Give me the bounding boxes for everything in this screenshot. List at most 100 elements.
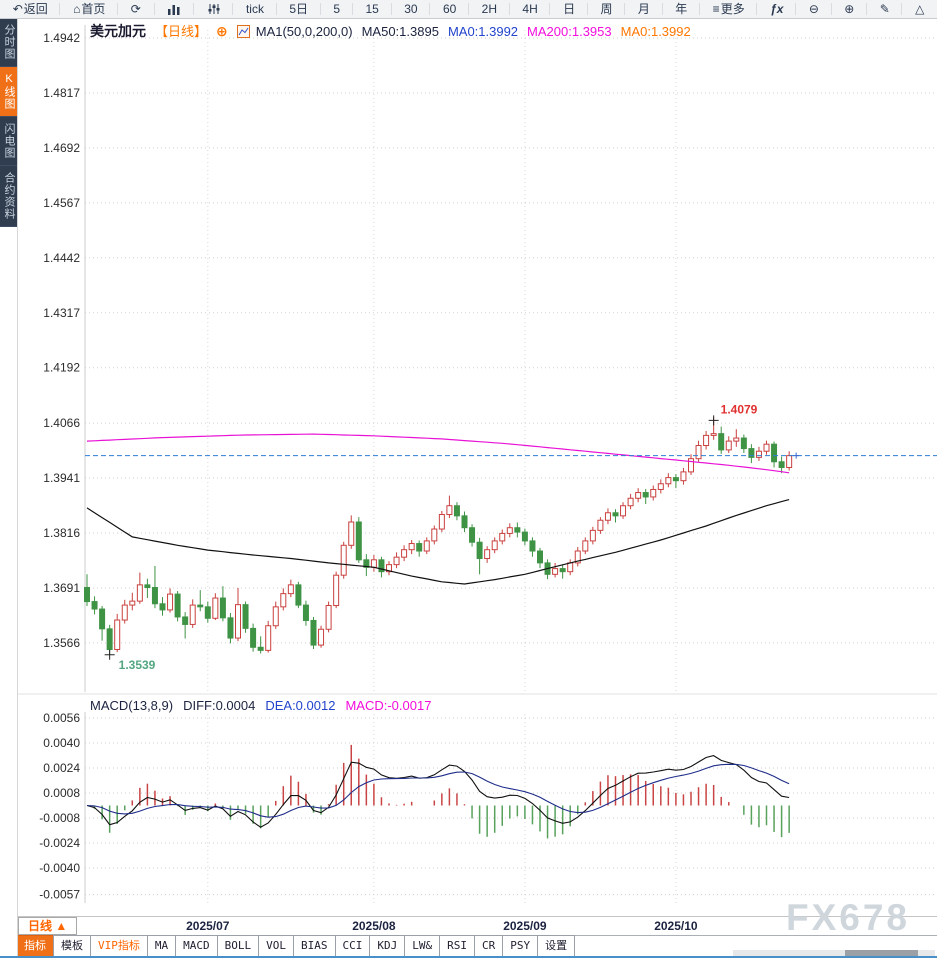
home-icon: ⌂ — [73, 2, 81, 16]
tab-ma[interactable]: MA — [146, 935, 177, 957]
triangle-icon: △ — [915, 2, 925, 16]
tab-vip-indicator[interactable]: VIP指标 — [90, 935, 148, 957]
macd-title: MACD(13,8,9) — [90, 698, 174, 713]
sidebar-item-lightning-chart[interactable]: 闪电图 — [0, 117, 17, 166]
ma0-blue-value: MA0:1.3992 — [447, 24, 519, 39]
draw-button[interactable]: ✎ — [867, 0, 903, 18]
period-button-30m[interactable]: 30 — [392, 0, 431, 18]
svg-text:1.3691: 1.3691 — [43, 581, 80, 595]
period-tag: 【日线】 — [155, 24, 208, 39]
period-button-week[interactable]: 周 — [588, 0, 626, 18]
tabbar-scrollbar-track[interactable] — [733, 950, 935, 956]
sidebar-menu: 分时图 K线图 闪电图 合约资料 — [0, 18, 17, 227]
sidebar: 分时图 K线图 闪电图 合约资料 — [0, 18, 18, 958]
svg-text:0.0040: 0.0040 — [43, 736, 80, 750]
tab-boll[interactable]: BOLL — [216, 935, 260, 957]
sidebar-item-kline-chart[interactable]: K线图 — [0, 67, 17, 117]
ma0-orange-value: MA0:1.3992 — [620, 24, 691, 39]
svg-text:0.0008: 0.0008 — [43, 786, 80, 800]
macd-diff-value: DIFF:0.0004 — [183, 698, 256, 713]
pencil-icon: ✎ — [879, 2, 890, 16]
tabbar-scrollbar-thumb[interactable] — [845, 950, 918, 956]
tab-template[interactable]: 模板 — [53, 935, 91, 957]
svg-text:1.4317: 1.4317 — [43, 306, 80, 320]
zoom-in-button[interactable]: ⊕ — [832, 0, 868, 18]
bottom-divider — [0, 956, 937, 958]
ma-settings-label: MA1(50,0,200,0) — [255, 24, 353, 39]
period-button-5d[interactable]: 5日 — [277, 0, 321, 18]
zoom-in-icon: ⊕ — [844, 2, 855, 16]
svg-text:-0.0024: -0.0024 — [39, 836, 80, 850]
tab-lw[interactable]: LW& — [404, 935, 441, 957]
mini-chart-icon[interactable] — [236, 25, 250, 38]
x-axis-row — [0, 916, 937, 936]
formula-button[interactable]: ƒx — [757, 0, 796, 18]
shape-button[interactable]: △ — [902, 0, 937, 18]
home-button[interactable]: ⌂首页 — [60, 0, 118, 18]
svg-text:2025/10: 2025/10 — [654, 919, 698, 933]
period-button-month[interactable]: 月 — [625, 0, 663, 18]
svg-text:1.4817: 1.4817 — [43, 86, 80, 100]
symbol-name: 美元加元 — [90, 23, 146, 39]
svg-text:1.4192: 1.4192 — [43, 361, 80, 375]
bar-chart-icon — [168, 5, 180, 15]
tab-psy[interactable]: PSY — [502, 935, 539, 957]
period-button-2h[interactable]: 2H — [469, 0, 510, 18]
back-button[interactable]: ↶返回 — [0, 0, 61, 18]
period-button-15m[interactable]: 15 — [353, 0, 392, 18]
sidebar-item-time-chart[interactable]: 分时图 — [0, 18, 17, 67]
sliders-icon — [208, 4, 220, 14]
svg-text:-0.0040: -0.0040 — [39, 861, 80, 875]
add-indicator-icon[interactable]: ⊕ — [216, 23, 228, 39]
tab-rsi[interactable]: RSI — [439, 935, 475, 957]
svg-text:-0.0008: -0.0008 — [39, 811, 80, 825]
svg-text:0.0024: 0.0024 — [43, 761, 80, 775]
menu-icon: ≡ — [712, 2, 720, 16]
svg-text:1.3816: 1.3816 — [43, 526, 80, 540]
svg-text:1.4942: 1.4942 — [43, 31, 80, 45]
svg-text:1.4442: 1.4442 — [43, 251, 80, 265]
zoom-out-button[interactable]: ⊖ — [796, 0, 833, 18]
ma200-value: MA200:1.3953 — [527, 24, 612, 39]
period-button-5m[interactable]: 5 — [321, 0, 353, 18]
svg-text:1.3566: 1.3566 — [43, 636, 80, 650]
svg-text:0.0056: 0.0056 — [43, 711, 80, 725]
svg-text:2025/07: 2025/07 — [186, 919, 230, 933]
more-button[interactable]: ≡更多 — [700, 0, 758, 18]
period-button-tick[interactable]: tick — [233, 0, 278, 18]
macd-dea-value: DEA:0.0012 — [265, 698, 336, 713]
sidebar-item-contract-info[interactable]: 合约资料 — [0, 166, 17, 227]
refresh-icon: ⟳ — [130, 2, 141, 16]
period-button-4h[interactable]: 4H — [510, 0, 551, 18]
back-icon: ↶ — [12, 2, 23, 16]
macd-hist-value: MACD:-0.0017 — [345, 698, 432, 713]
period-button-60m[interactable]: 60 — [430, 0, 469, 18]
svg-text:1.4567: 1.4567 — [43, 196, 80, 210]
indicator-tab-bar: 指标 模板 VIP指标 MA MACD BOLL VOL BIAS CCI KD… — [16, 935, 937, 957]
period-dropdown-button[interactable]: 日线 ▲ — [18, 917, 78, 935]
tab-vol[interactable]: VOL — [258, 935, 294, 957]
home-label: 首页 — [81, 2, 106, 16]
more-label: 更多 — [720, 2, 745, 16]
tab-settings[interactable]: 设置 — [537, 935, 576, 957]
tab-cr[interactable]: CR — [474, 935, 504, 957]
fx-icon: ƒx — [770, 2, 784, 16]
refresh-button[interactable]: ⟳ — [118, 0, 155, 18]
tab-macd[interactable]: MACD — [175, 935, 218, 957]
svg-text:1.3941: 1.3941 — [43, 471, 80, 485]
tab-bias[interactable]: BIAS — [293, 935, 336, 957]
tab-cci[interactable]: CCI — [334, 935, 371, 957]
period-button-day[interactable]: 日 — [550, 0, 589, 18]
tab-kdj[interactable]: KDJ — [369, 935, 406, 957]
tab-indicator[interactable]: 指标 — [16, 935, 54, 957]
svg-text:-0.0057: -0.0057 — [39, 888, 80, 902]
macd-header: MACD(13,8,9) DIFF:0.0004 DEA:0.0012 MACD:-0… — [90, 698, 441, 713]
period-button-year[interactable]: 年 — [663, 0, 701, 18]
ma50-value: MA50:1.3895 — [361, 24, 439, 39]
svg-text:2025/08: 2025/08 — [352, 919, 396, 933]
indicator-sliders-button[interactable] — [194, 0, 234, 18]
back-label: 返回 — [23, 2, 48, 16]
chart-style-button[interactable] — [155, 0, 195, 18]
